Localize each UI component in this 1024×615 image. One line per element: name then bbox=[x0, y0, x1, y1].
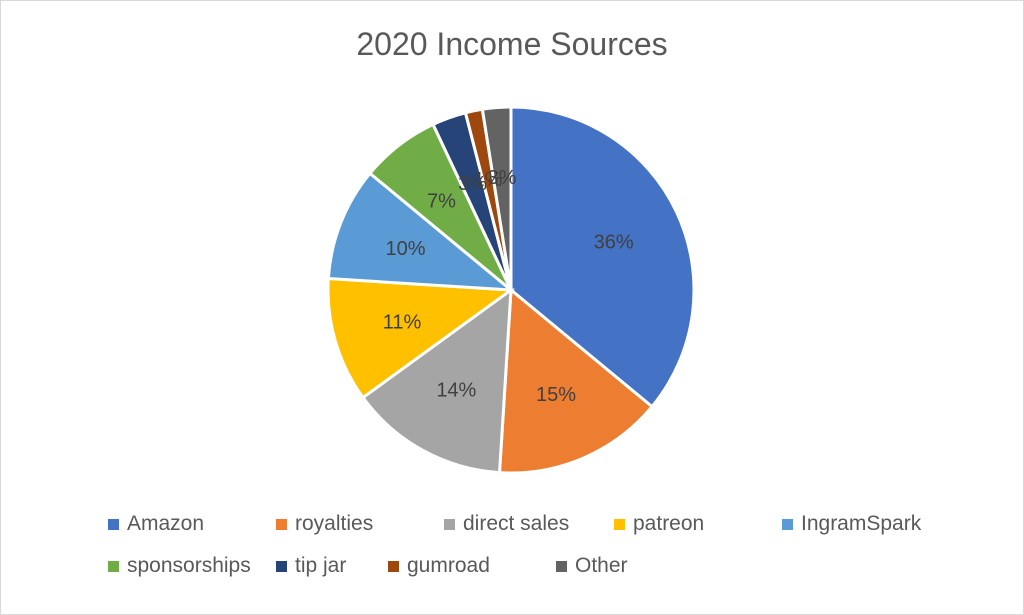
legend-label: direct sales bbox=[463, 512, 570, 535]
legend-swatch bbox=[388, 560, 399, 572]
legend-label: Other bbox=[575, 554, 628, 577]
data-label-sponsorships: 7% bbox=[427, 190, 456, 212]
legend-label: royalties bbox=[295, 512, 374, 535]
pie-slice-patreon bbox=[326, 276, 516, 400]
data-label-other: 3% bbox=[488, 167, 517, 189]
legend-label: IngramSpark bbox=[801, 512, 922, 535]
legend-swatch bbox=[444, 518, 455, 530]
data-label-direct-sales: 14% bbox=[436, 379, 476, 401]
legend-item-ingramspark: IngramSpark bbox=[782, 512, 950, 536]
legend-label: gumroad bbox=[407, 554, 490, 577]
data-label-tip-jar: 3% bbox=[458, 173, 487, 195]
data-label-ingramspark: 10% bbox=[385, 238, 425, 260]
data-label-patreon: 11% bbox=[383, 312, 422, 334]
pie-slice-direct-sales bbox=[360, 286, 513, 475]
legend-swatch bbox=[614, 518, 625, 530]
pie-slice-royalties bbox=[497, 286, 655, 475]
legend-label: patreon bbox=[633, 512, 705, 535]
data-label-amazon: 36% bbox=[594, 232, 634, 254]
legend-label: sponsorships bbox=[127, 554, 251, 577]
legend-item-other: Other bbox=[556, 554, 724, 578]
legend-item-gumroad: gumroad bbox=[388, 554, 556, 578]
pie-slice-ingramspark bbox=[326, 171, 516, 292]
legend-swatch bbox=[782, 518, 793, 530]
legend-item-royalties: royalties bbox=[276, 512, 444, 536]
legend-item-patreon: patreon bbox=[614, 512, 782, 536]
legend-item-amazon: Amazon bbox=[108, 512, 276, 536]
legend-swatch bbox=[108, 518, 119, 530]
pie-slice-other bbox=[480, 105, 513, 291]
legend-label: Amazon bbox=[127, 512, 205, 535]
legend-swatch bbox=[276, 560, 287, 572]
chart-title: 2020 Income Sources bbox=[356, 26, 668, 62]
legend-label: tip jar bbox=[295, 554, 347, 577]
legend-swatch bbox=[108, 560, 119, 572]
data-label-royalties: 15% bbox=[536, 384, 576, 406]
data-label-gumroad: 1% bbox=[474, 169, 503, 191]
legend-item-direct-sales: direct sales bbox=[444, 512, 614, 536]
legend-item-tip-jar: tip jar bbox=[276, 554, 388, 578]
legend-swatch bbox=[556, 560, 567, 572]
legend-item-sponsorships: sponsorships bbox=[108, 554, 276, 578]
legend-swatch bbox=[276, 518, 287, 530]
pie-slice-amazon bbox=[509, 105, 696, 409]
legend: Amazon royalties direct sales patreon Ingram… bbox=[108, 512, 968, 578]
